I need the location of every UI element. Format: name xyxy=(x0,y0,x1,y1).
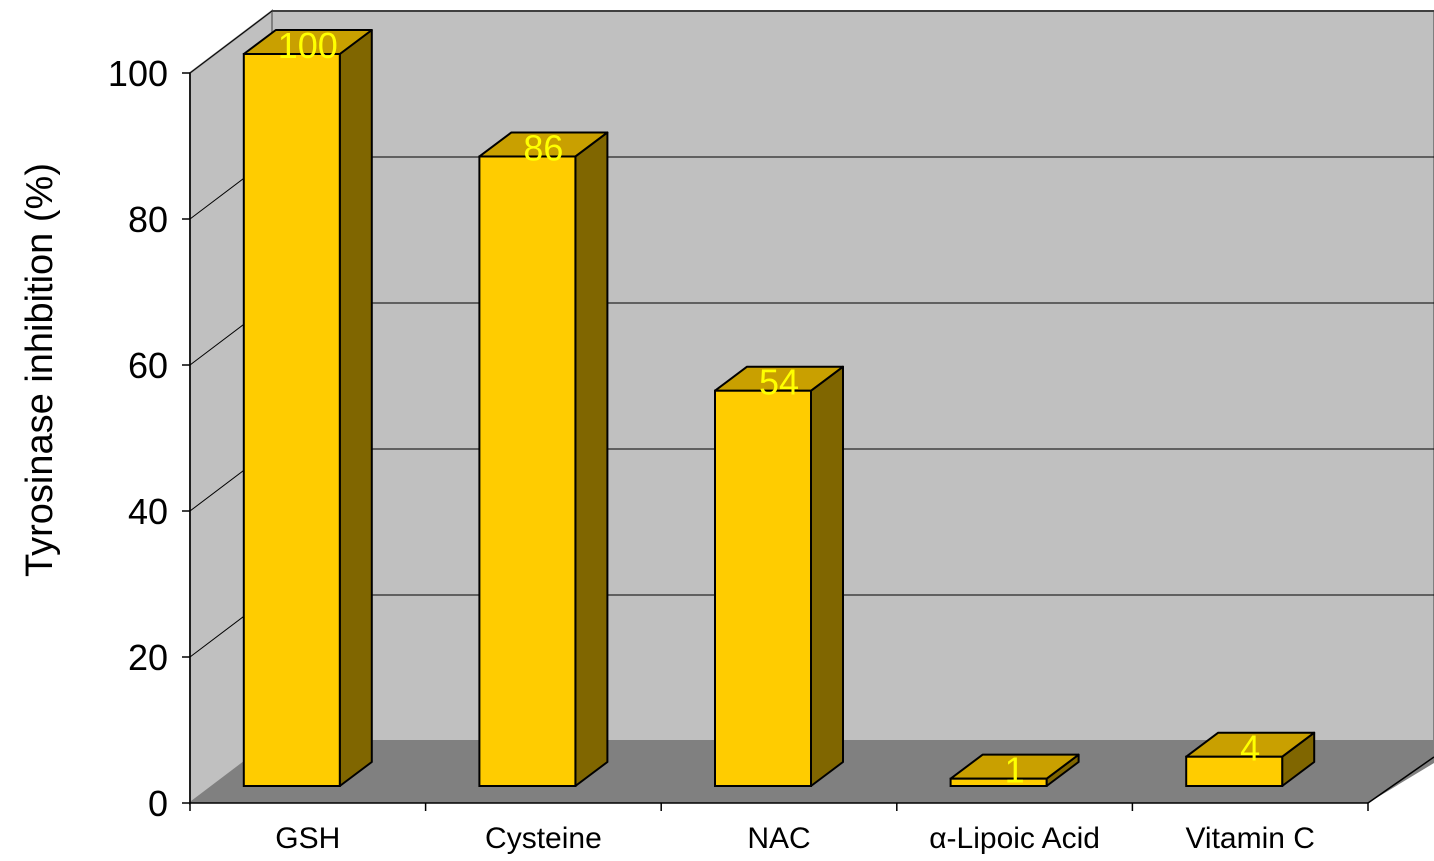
y-tick-label: 60 xyxy=(128,345,168,386)
y-axis-title: Tyrosinase inhibition (%) xyxy=(19,163,61,577)
bar-front xyxy=(1185,755,1284,787)
floor-edge xyxy=(1367,756,1434,804)
bar-3 xyxy=(949,753,1080,787)
y-tick-label: 40 xyxy=(128,491,168,532)
y-tick-label: 0 xyxy=(148,783,168,824)
bar-1 xyxy=(478,131,609,788)
bar-side xyxy=(810,365,844,787)
x-tick-label: Vitamin C xyxy=(1185,822,1315,855)
data-label: 1 xyxy=(1005,750,1025,791)
data-label: 100 xyxy=(278,25,338,66)
bar-4 xyxy=(1185,731,1316,787)
bar-front xyxy=(478,155,577,788)
back-wall xyxy=(271,10,1434,742)
bar-front xyxy=(714,389,812,787)
bar-2 xyxy=(714,365,844,787)
data-label: 54 xyxy=(759,362,799,403)
y-tick-label: 20 xyxy=(128,637,168,678)
data-label: 4 xyxy=(1240,728,1260,769)
x-tick-label: GSH xyxy=(275,822,340,855)
bar-0 xyxy=(242,29,373,787)
x-tick-label: α-Lipoic Acid xyxy=(929,822,1100,855)
labels: 100 GSH 86 Cysteine 54 NAC 1 α-Lipoic Acid 4 Vita… xyxy=(275,25,1315,855)
bar-side xyxy=(338,29,373,787)
y-tick-label: 80 xyxy=(128,199,168,240)
gridline-side xyxy=(189,10,273,74)
bar-side xyxy=(574,131,609,787)
data-label: 86 xyxy=(523,127,563,168)
x-tick-label: NAC xyxy=(747,822,810,855)
axes: 0 20 40 60 80 100 xyxy=(108,53,1369,824)
bars xyxy=(242,29,1316,788)
x-tick-label: Cysteine xyxy=(485,822,602,855)
bar-front xyxy=(242,53,341,787)
bar-front xyxy=(949,777,1048,787)
y-tick-label: 100 xyxy=(108,53,168,94)
